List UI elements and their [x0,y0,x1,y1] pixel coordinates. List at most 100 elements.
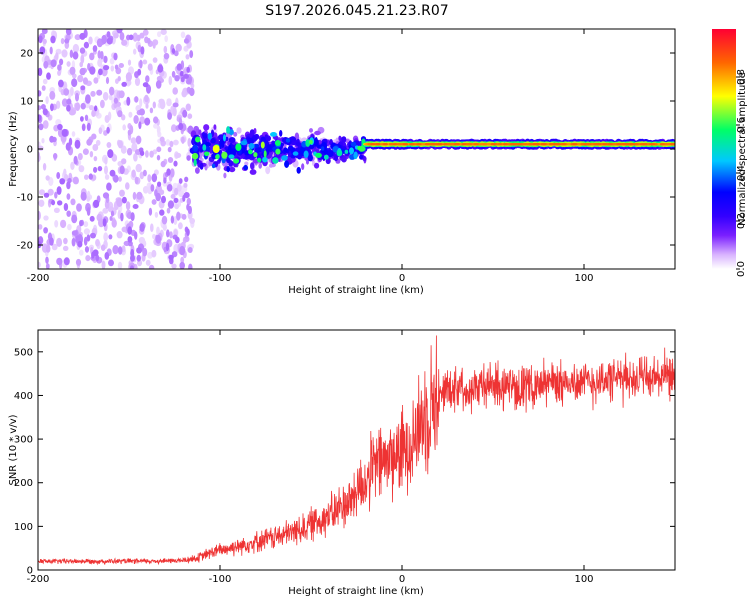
spectrogram-cell [108,234,113,240]
snr-x-label: Height of straight line (km) [288,586,424,597]
spectrogram-cell [38,67,43,77]
spectrogram-cell [212,145,220,154]
snr-axes: -200 -100 0 100 0 100 200 300 400 500 [14,330,675,585]
spectrogram-cell [67,223,72,231]
spectrogram-cell [61,49,68,58]
colorbar-tick-label: 0.2 [736,213,747,229]
spectrogram-cell [160,29,167,35]
spectrogram-cell [119,32,125,41]
spectrogram-ytick-label: 0 [27,145,33,156]
spectrogram-cell [186,228,190,236]
spectrogram-cell [152,57,158,63]
spectrogram-cell [142,82,149,88]
spectrogram-cell [163,45,168,54]
spectrogram-cell [392,143,398,146]
spectrogram-cell [80,102,86,110]
spectrogram-cell [96,38,103,48]
spectrogram-cell [148,264,155,269]
spectrogram-cell [61,98,68,107]
spectrogram-cell [116,231,123,239]
spectrogram-cell [113,52,118,61]
snr-plot-area [38,330,675,570]
spectrogram-cell [106,182,112,191]
spectrogram-ytick-label: -10 [17,193,33,204]
spectrogram-cell [195,136,201,143]
spectrogram-cell [76,203,82,212]
spectrogram-cell [72,176,79,185]
spectrogram-cell [187,247,193,253]
spectrogram-cell [572,143,578,146]
spectrogram-cell [66,98,72,105]
snr-ytick-label: 300 [14,435,33,446]
spectrogram-cell [75,258,82,266]
spectrogram-cell [149,107,154,114]
spectrogram-cell [100,50,104,60]
spectrogram-cell [63,174,69,182]
spectrogram-cell [185,54,190,60]
spectrogram-cell [43,192,50,198]
spectrogram-cell [133,115,139,124]
spectrogram-cell [511,143,516,146]
spectrogram-cell [64,38,70,44]
spectrogram-cell [182,109,188,118]
spectrogram-cell [56,186,62,195]
spectrogram-cell [178,190,185,198]
spectrogram-cell [82,148,89,155]
spectrogram-cell [132,191,137,200]
spectrogram-cell [402,143,408,146]
spectrogram-cell [112,245,119,255]
colorbar-tick-label: 0.8 [736,69,747,85]
spectrogram-cell [629,143,635,146]
spectrogram-cell [178,222,183,230]
spectrogram-cell [233,158,240,164]
spectrogram-cell [108,94,113,101]
spectrogram-cell [134,96,139,103]
spectrogram-cell [228,144,232,153]
spectrogram-cell [152,41,156,49]
spectrogram-cell [89,215,95,222]
spectrogram-cell [72,51,79,60]
spectrogram-cell [186,155,191,161]
spectrogram-cell [174,75,180,82]
spectrogram-cell [113,32,119,39]
spectrogram-cell [110,65,115,72]
spectrogram-cell [42,120,49,129]
spectrogram-cell [140,46,145,55]
spectrogram-cell [152,233,156,240]
spectrogram-cell [138,121,142,130]
spectrogram-cell [121,114,126,121]
spectrogram-cell [307,154,313,162]
spectrogram-cell [178,117,183,125]
spectrogram-cell [171,70,176,78]
spectrogram-cell [213,124,217,130]
spectrogram-cell [261,147,265,153]
spectrogram-cell [102,218,107,227]
spectrogram-cell [490,143,496,146]
spectrogram-cell [487,143,492,146]
spectrogram-cell [314,162,320,169]
spectrogram-cell [41,29,48,35]
spectrogram-cell [45,175,50,181]
spectrogram-cell [133,153,138,162]
spectrogram-cell [166,229,170,238]
spectrogram-cell [92,144,99,151]
spectrogram-cell [139,98,143,108]
spectrogram-cell [96,89,103,96]
spectrogram-cell [38,210,41,221]
spectrogram-cell [45,244,51,253]
spectrogram-cell [107,149,114,159]
spectrogram-cell [98,127,103,135]
spectrogram-cell [168,254,174,260]
spectrogram-cell [118,90,125,99]
spectrogram-cell [117,140,123,149]
spectrogram-cell [40,104,46,110]
spectrogram-cell [119,189,125,197]
spectrogram-cell [461,143,467,146]
spectrogram-cell [370,143,376,146]
spectrogram-cell [188,263,193,269]
spectrogram-cell [117,76,121,82]
spectrogram-cell [171,124,177,133]
spectrogram-cell [185,103,191,111]
spectrogram-cell [147,174,152,183]
